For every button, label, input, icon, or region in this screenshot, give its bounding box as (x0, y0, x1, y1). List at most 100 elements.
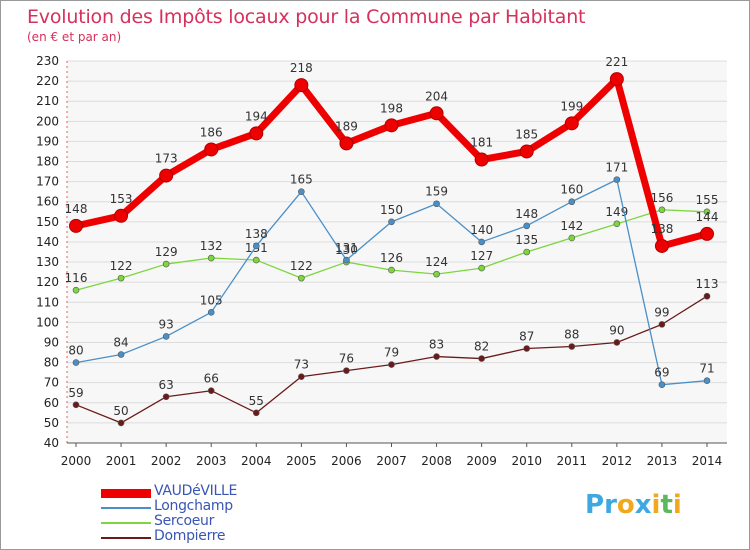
data-point (703, 377, 711, 384)
data-label: 130 (335, 243, 358, 257)
data-label: 80 (68, 344, 83, 358)
data-point (568, 343, 576, 350)
y-tick-label: 220 (36, 74, 59, 88)
data-point (568, 198, 576, 206)
data-label: 156 (650, 191, 673, 205)
data-point (523, 222, 531, 230)
x-tick-label: 2004 (241, 454, 272, 468)
chart-title: Evolution des Impôts locaux pour la Comm… (27, 6, 586, 28)
data-label: 84 (113, 336, 128, 350)
data-label: 160 (560, 183, 583, 197)
data-label: 50 (113, 404, 128, 418)
data-point (658, 206, 666, 214)
data-point (478, 264, 485, 272)
data-label: 87 (519, 330, 534, 344)
data-point (162, 260, 170, 268)
data-label: 93 (159, 317, 174, 331)
data-label: 189 (335, 119, 358, 133)
logo-letter: i (651, 490, 661, 520)
x-tick-label: 2006 (331, 454, 362, 468)
data-point (523, 248, 531, 256)
data-label: 124 (425, 255, 448, 269)
data-label: 116 (65, 271, 88, 285)
data-label: 159 (425, 185, 448, 199)
data-label: 122 (110, 259, 133, 273)
data-point (564, 116, 579, 131)
data-point (388, 266, 395, 274)
y-tick-label: 130 (36, 255, 59, 269)
data-point (613, 176, 621, 183)
y-tick-label: 40 (44, 436, 59, 450)
data-point (700, 226, 714, 241)
y-tick-label: 180 (36, 155, 59, 169)
y-tick-label: 110 (36, 295, 59, 309)
y-tick-label: 150 (36, 215, 59, 229)
data-label: 131 (335, 241, 358, 255)
data-label: 155 (696, 193, 719, 207)
data-point (388, 218, 395, 226)
data-point (207, 254, 215, 262)
y-tick-label: 60 (44, 396, 59, 410)
data-label: 76 (339, 352, 354, 366)
y-tick-label: 70 (44, 376, 59, 390)
data-label: 199 (560, 99, 583, 113)
data-point (388, 361, 395, 368)
legend-swatch (101, 537, 151, 539)
data-label: 204 (425, 89, 448, 103)
legend-label: VAUDéVILLE (154, 483, 238, 499)
data-label: 132 (200, 239, 223, 253)
data-label: 105 (200, 293, 223, 307)
logo-letter: P (585, 490, 605, 520)
y-tick-label: 210 (36, 94, 59, 108)
x-tick-label: 2002 (151, 454, 182, 468)
data-label: 138 (650, 222, 673, 236)
data-point (658, 321, 666, 328)
y-tick-label: 90 (44, 335, 59, 349)
data-point (613, 339, 621, 346)
data-label: 173 (155, 152, 178, 166)
legend-swatch (101, 489, 151, 498)
data-point (433, 270, 440, 278)
y-tick-label: 200 (36, 114, 59, 128)
data-label: 181 (470, 136, 493, 150)
data-label: 144 (696, 210, 719, 224)
data-label: 66 (204, 372, 219, 386)
x-tick-label: 2013 (647, 454, 678, 468)
data-label: 148 (515, 207, 538, 221)
legend-label: Dompierre (154, 528, 226, 544)
legend-label: Sercoeur (154, 513, 215, 529)
data-label: 113 (696, 277, 719, 291)
data-point (433, 353, 440, 360)
y-tick-label: 120 (36, 275, 59, 289)
data-point (474, 152, 489, 167)
data-point (343, 256, 350, 264)
y-tick-label: 170 (36, 175, 59, 189)
data-point (207, 309, 215, 316)
data-point (339, 136, 354, 151)
data-label: 79 (384, 346, 399, 360)
data-label: 59 (68, 386, 83, 400)
data-label: 129 (155, 245, 178, 259)
data-label: 127 (470, 249, 493, 263)
x-tick-label: 2011 (557, 454, 588, 468)
data-point (72, 286, 80, 294)
logo-letter: r (604, 490, 617, 520)
x-tick-label: 2000 (61, 454, 92, 468)
x-tick-label: 2005 (286, 454, 317, 468)
x-tick-label: 2001 (106, 454, 137, 468)
logo-letter: t (660, 490, 673, 520)
data-label: 55 (249, 394, 264, 408)
data-label: 186 (200, 125, 223, 139)
data-point (433, 200, 440, 208)
data-point (384, 118, 399, 133)
legend-label: Longchamp (154, 498, 233, 514)
data-point (159, 168, 174, 183)
data-label: 218 (290, 61, 313, 75)
x-tick-label: 2014 (692, 454, 723, 468)
x-tick-label: 2009 (466, 454, 497, 468)
y-tick-label: 190 (36, 134, 59, 148)
data-label: 148 (65, 202, 88, 216)
data-label: 90 (609, 323, 624, 337)
